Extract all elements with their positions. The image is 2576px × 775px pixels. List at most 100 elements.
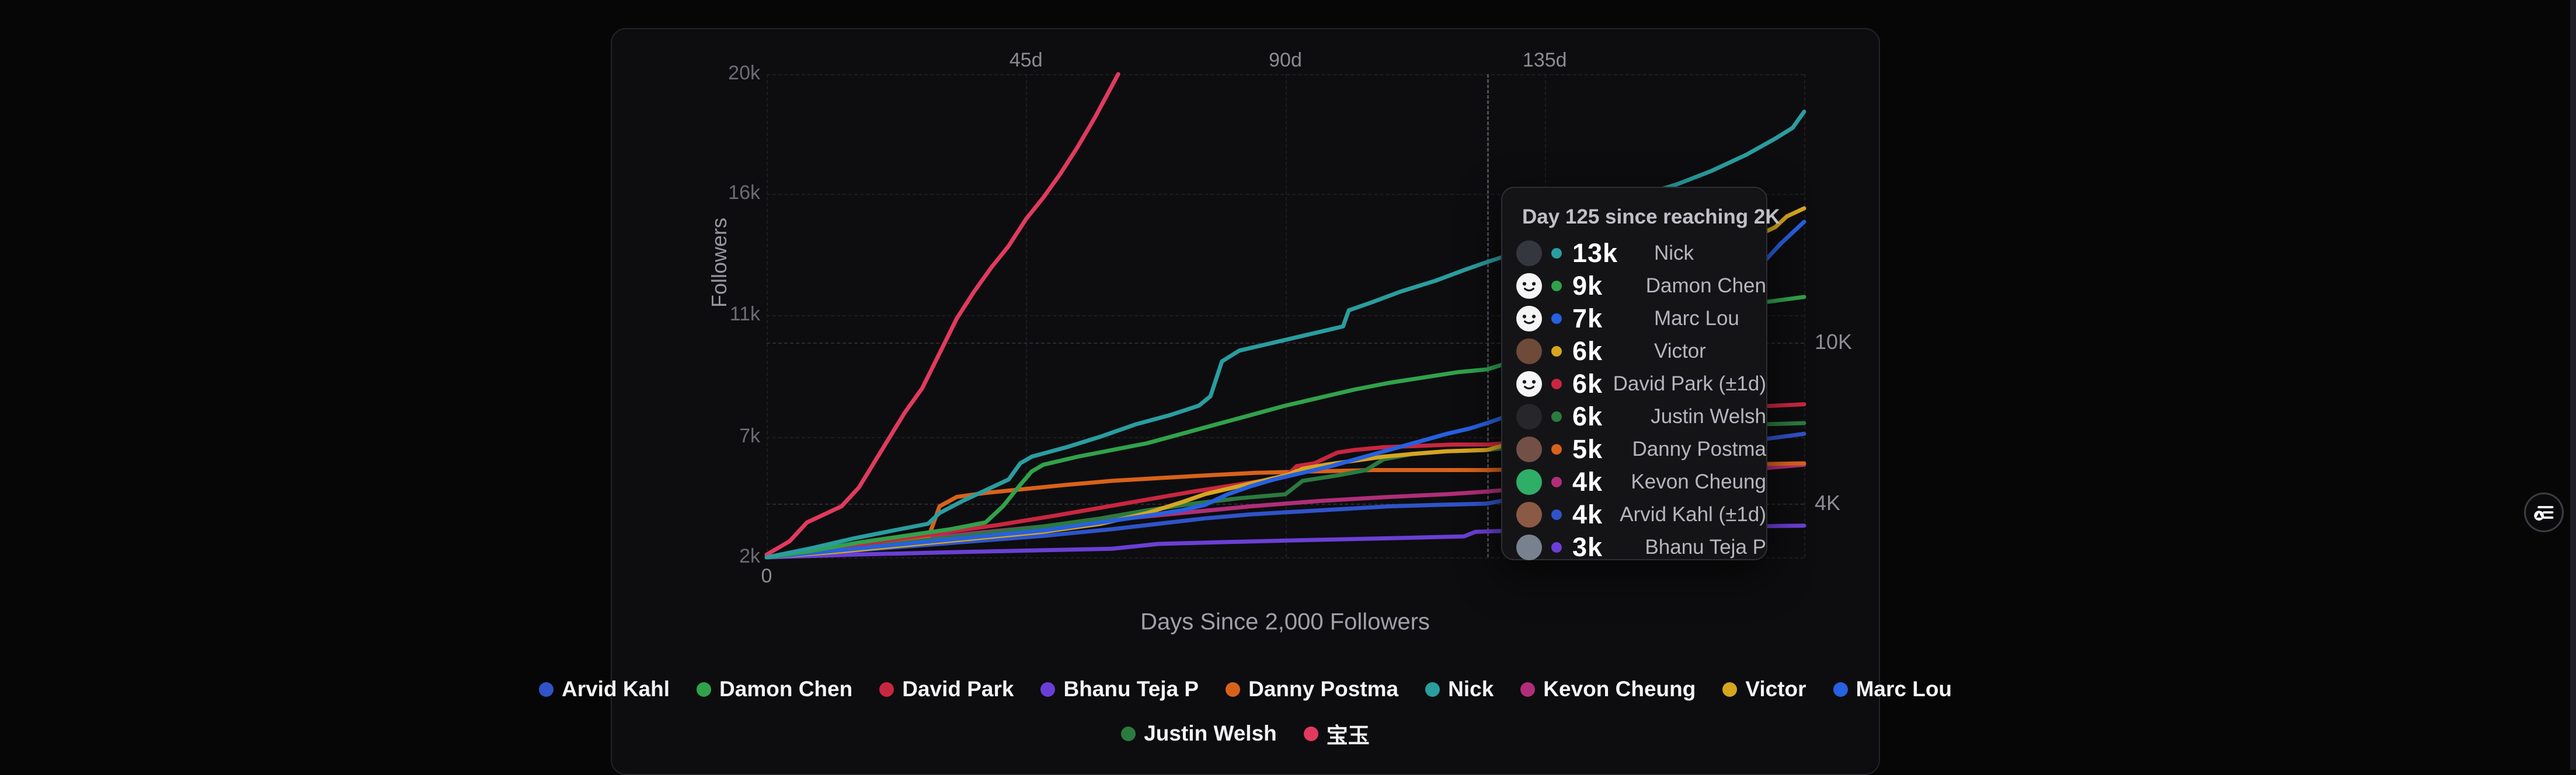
tooltip-row: 13k Nick xyxy=(1516,237,1766,270)
milestone-label: 10K xyxy=(1815,330,1853,354)
y-tick-label: 11k xyxy=(729,303,760,325)
follower-count: 9k xyxy=(1572,271,1603,301)
series-color-dot xyxy=(1551,444,1562,455)
follower-count: 4k xyxy=(1572,467,1603,497)
legend-color-dot xyxy=(1303,726,1318,741)
milestone-label: 4K xyxy=(1815,491,1841,515)
tooltip-row: 4k Arvid Kahl (±1d) xyxy=(1516,498,1766,531)
legend-item-arvid-kahl[interactable]: Arvid Kahl xyxy=(538,677,670,701)
series-color-dot xyxy=(1551,346,1562,357)
tooltip-title: Day 125 since reaching 2K xyxy=(1522,205,1780,228)
tooltip-row: 3k Bhanu Teja P xyxy=(1516,531,1766,564)
legend-item-david-park[interactable]: David Park xyxy=(879,677,1014,701)
leaderboard-list-icon xyxy=(2533,501,2555,523)
legend-row: Arvid Kahl Damon Chen David Park Bhanu Teja… xyxy=(538,677,1952,701)
legend-color-dot xyxy=(538,682,554,697)
avatar xyxy=(1516,437,1542,462)
legend-label: David Park xyxy=(902,677,1014,701)
legend-item-bhanu-teja-p[interactable]: Bhanu Teja P xyxy=(1040,677,1199,701)
legend-item-nick[interactable]: Nick xyxy=(1425,677,1494,701)
x-tick-label: 45d xyxy=(1009,49,1043,71)
user-name: Arvid Kahl (±1d) xyxy=(1620,503,1766,526)
legend-color-dot xyxy=(1833,682,1848,697)
legend-item-justin-welsh[interactable]: Justin Welsh xyxy=(1121,721,1277,746)
series-color-dot xyxy=(1551,542,1562,553)
legend-item-marc-lou[interactable]: Marc Lou xyxy=(1833,677,1952,701)
user-name: Justin Welsh xyxy=(1651,405,1766,428)
avatar xyxy=(1516,371,1542,397)
legend-color-dot xyxy=(1226,682,1241,697)
y-tick-label: 16k xyxy=(728,181,760,204)
legend-item-danny-postma[interactable]: Danny Postma xyxy=(1226,677,1398,701)
user-name: Marc Lou xyxy=(1654,307,1739,330)
legend-color-dot xyxy=(697,682,712,697)
legend-color-dot xyxy=(1722,682,1738,697)
legend-item-宝玉[interactable]: 宝玉 xyxy=(1303,718,1370,749)
y-tick-label: 2k xyxy=(739,545,760,567)
tooltip-row: 5k Danny Postma xyxy=(1516,433,1766,466)
user-name: Danny Postma xyxy=(1632,438,1766,460)
tooltip-row: 7k Marc Lou xyxy=(1516,302,1766,335)
x-gridline xyxy=(1804,74,1805,557)
legend-label: Danny Postma xyxy=(1248,677,1399,701)
legend-row: Justin Welsh 宝玉 xyxy=(1121,718,1370,749)
legend-color-dot xyxy=(1520,682,1536,697)
leaderboard-button[interactable] xyxy=(2524,493,2564,532)
legend-label: Marc Lou xyxy=(1856,677,1952,701)
y-tick-label: 7k xyxy=(739,425,760,447)
legend-item-kevon-cheung[interactable]: Kevon Cheung xyxy=(1520,677,1696,701)
legend-color-dot xyxy=(879,682,894,697)
legend-item-victor[interactable]: Victor xyxy=(1722,677,1806,701)
tooltip-row: 6k Victor xyxy=(1516,335,1766,368)
series-color-dot xyxy=(1551,477,1562,487)
series-color-dot xyxy=(1551,248,1562,259)
y-axis-title: Followers xyxy=(707,217,731,308)
tooltip-row: 4k Kevon Cheung xyxy=(1516,466,1766,498)
follower-count: 4k xyxy=(1572,500,1603,529)
series-color-dot xyxy=(1551,509,1562,520)
legend-label: Nick xyxy=(1448,677,1494,701)
legend-label: Kevon Cheung xyxy=(1543,677,1696,701)
chart-tooltip: Day 125 since reaching 2K 13k Nick 9k Damon… xyxy=(1501,187,1780,562)
series-color-dot xyxy=(1551,411,1562,422)
user-name: Victor xyxy=(1654,340,1706,362)
hover-day-line xyxy=(1487,74,1489,557)
legend-label: 宝玉 xyxy=(1326,724,1370,748)
series-color-dot xyxy=(1551,281,1562,291)
follower-count: 13k xyxy=(1572,238,1618,268)
x-tick-label: 135d xyxy=(1522,49,1567,71)
follower-count: 5k xyxy=(1572,434,1603,464)
follower-count: 6k xyxy=(1572,336,1603,366)
legend-item-damon-chen[interactable]: Damon Chen xyxy=(697,677,852,701)
legend-color-dot xyxy=(1040,682,1056,697)
user-name: David Park (±1d) xyxy=(1613,372,1766,395)
tooltip-row: 6k David Park (±1d) xyxy=(1516,368,1766,400)
user-name: Kevon Cheung xyxy=(1631,470,1766,493)
legend-label: Victor xyxy=(1745,677,1806,701)
avatar xyxy=(1516,469,1542,495)
avatar xyxy=(1516,502,1542,528)
follower-count: 3k xyxy=(1572,532,1603,562)
avatar xyxy=(1516,338,1542,364)
x-tick-label: 90d xyxy=(1269,49,1302,71)
x-gridline xyxy=(767,74,768,557)
follower-count: 7k xyxy=(1572,303,1603,333)
y-tick-label: 20k xyxy=(728,62,760,84)
legend-label: Justin Welsh xyxy=(1144,721,1277,745)
legend-label: Arvid Kahl xyxy=(561,677,670,701)
avatar xyxy=(1516,240,1542,266)
user-name: Nick xyxy=(1654,242,1694,264)
user-name: Damon Chen xyxy=(1645,274,1766,297)
series-color-dot xyxy=(1551,379,1562,389)
legend-color-dot xyxy=(1121,726,1136,741)
avatar xyxy=(1516,404,1542,430)
x-gridline xyxy=(1285,74,1287,557)
tooltip-row: 9k Damon Chen xyxy=(1516,270,1766,302)
right-edge-strip xyxy=(2570,0,2576,770)
avatar xyxy=(1516,273,1542,299)
x-origin-label: 0 xyxy=(761,565,772,587)
avatar xyxy=(1516,535,1542,560)
follower-count: 6k xyxy=(1572,402,1603,431)
